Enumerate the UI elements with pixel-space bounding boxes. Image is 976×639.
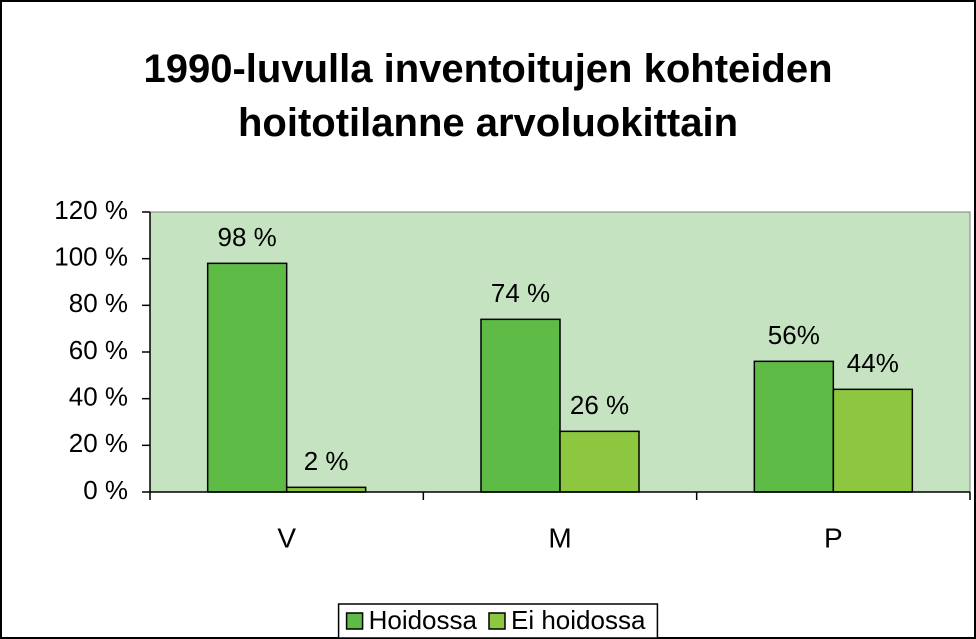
data-label: 26 % bbox=[570, 390, 629, 420]
legend-label: Ei hoidossa bbox=[511, 605, 646, 635]
chart-title: 1990-luvulla inventoitujen kohteiden hoi… bbox=[143, 47, 833, 145]
data-label: 44% bbox=[847, 348, 899, 378]
y-tick-label: 60 % bbox=[69, 335, 128, 365]
legend-swatch bbox=[488, 612, 506, 630]
data-label: 2 % bbox=[304, 446, 349, 476]
x-tick-label: V bbox=[277, 522, 296, 553]
x-tick-label: M bbox=[548, 522, 571, 553]
bar bbox=[753, 360, 835, 493]
y-tick-label: 40 % bbox=[69, 382, 128, 412]
data-label: 56% bbox=[768, 320, 820, 350]
y-tick-label: 80 % bbox=[69, 288, 128, 318]
bar bbox=[480, 318, 561, 493]
bar bbox=[832, 388, 914, 493]
y-tick-label: 100 % bbox=[54, 242, 128, 272]
legend-label: Hoidossa bbox=[369, 605, 478, 635]
y-tick-label: 20 % bbox=[69, 428, 128, 458]
data-label: 98 % bbox=[218, 222, 277, 252]
y-tick-label: 120 % bbox=[54, 195, 128, 225]
bar bbox=[206, 262, 288, 493]
bar bbox=[559, 430, 640, 493]
y-tick-label: 0 % bbox=[83, 475, 128, 505]
legend-swatch bbox=[345, 612, 364, 630]
x-tick-label: P bbox=[824, 522, 843, 553]
data-label: 74 % bbox=[491, 278, 550, 308]
